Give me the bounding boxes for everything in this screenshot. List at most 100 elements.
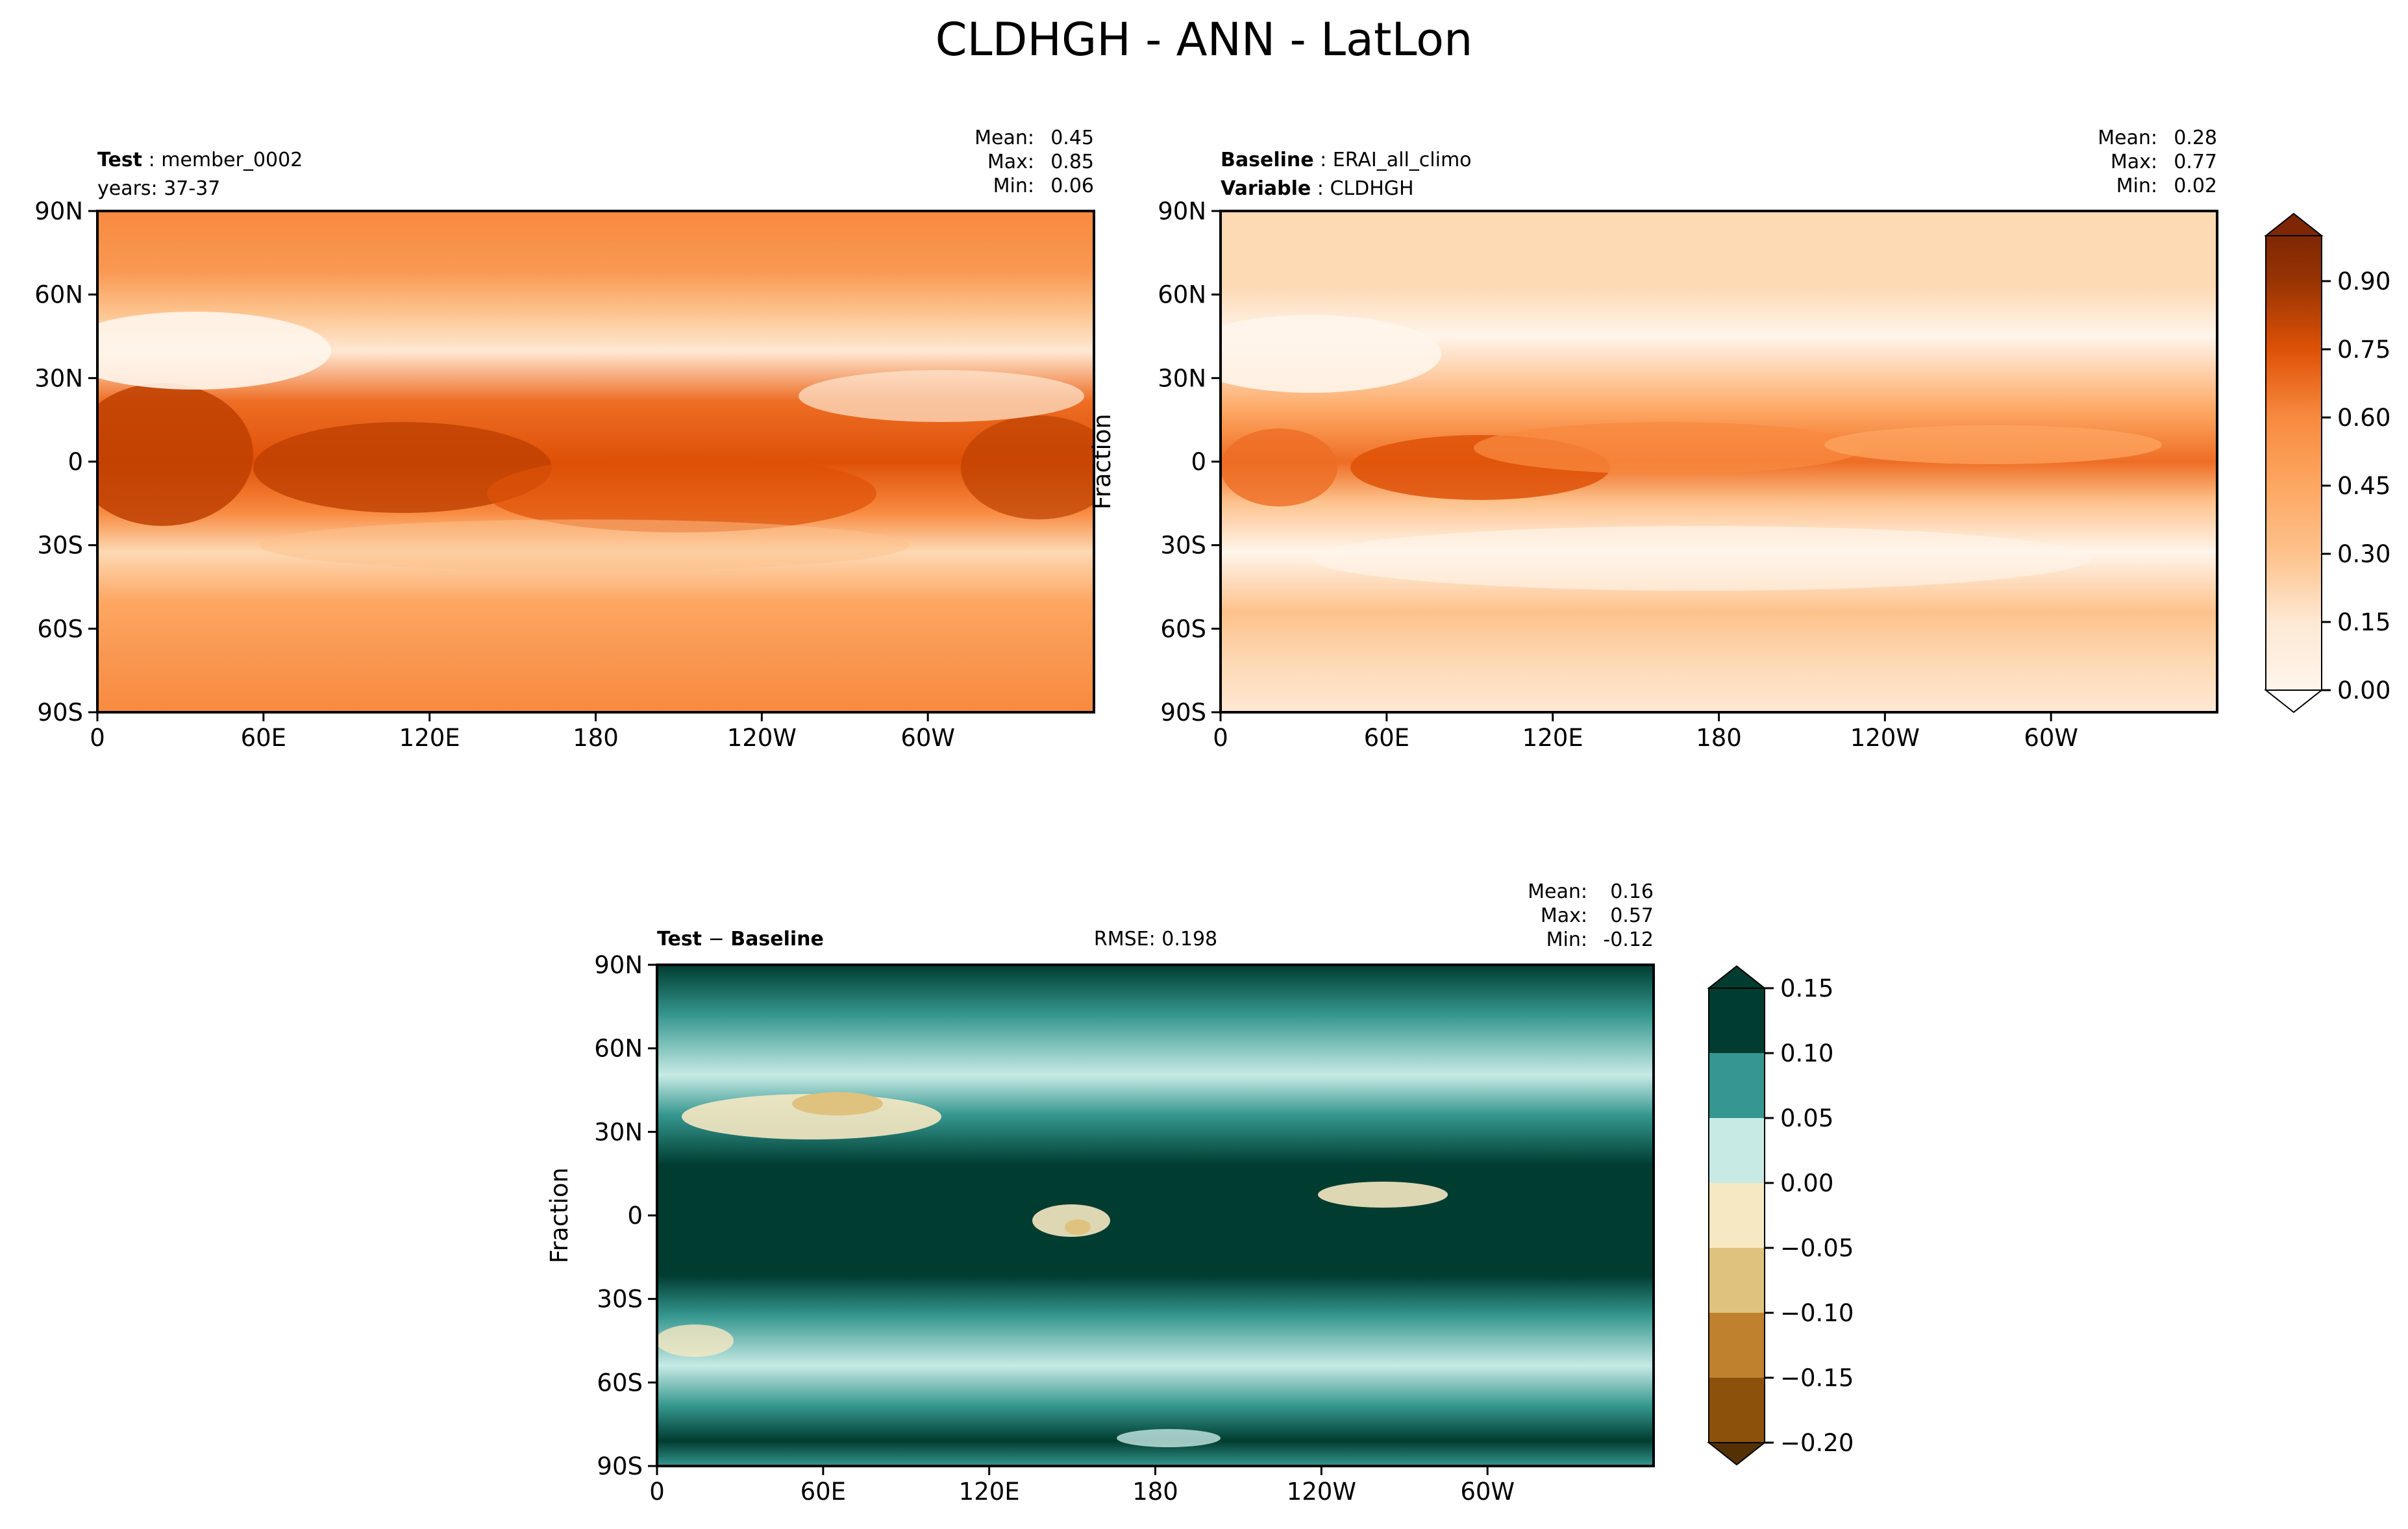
diff-y-tick-label: 60N [594,1035,643,1063]
test-y-tick-label: 90S [37,699,83,727]
diff-colorbar-segment [1709,1248,1765,1313]
test-years: years: 37-37 [97,177,220,200]
test-x-tick-label: 120E [399,724,460,752]
test-y-tick-label: 30N [34,364,83,392]
diff-colorbar: 0.15 0.10 0.05 0.00 −0.05 −0.10 −0.15 −0.20 [1707,965,1854,1466]
diff-colorbar-tick-label: −0.20 [1780,1429,1854,1457]
diff-colorbar-segment [1709,1378,1765,1443]
diff-colorbar-tick-label: −0.05 [1780,1234,1854,1262]
diff-colorbar-tick-label: 0.15 [1780,975,1833,1002]
svg-text:-0.12: -0.12 [1603,928,1654,951]
field-colorbar: 0.00 0.15 0.30 0.45 0.60 0.75 0.90 [2264,212,2390,714]
baseline-x-tick-label: 60W [2024,724,2078,752]
diff-colorbar-tick-label: 0.05 [1780,1104,1833,1132]
baseline-map-field [1221,211,2217,712]
diff-rmse: RMSE: 0.198 [1094,928,1217,951]
test-label: Test : member_0002 [97,149,303,171]
diff-colorbar-tick-label: −0.10 [1780,1299,1854,1327]
diff-x-tick-label: 60W [1460,1478,1515,1506]
field-colorbar-tick-label: 0.00 [2337,677,2390,704]
diff-y-tick-label: 90N [594,951,643,979]
svg-text:0.45: 0.45 [1050,127,1094,149]
field-colorbar-tick-label: 0.15 [2337,608,2390,636]
field-colorbar-tick-label: 0.45 [2337,472,2390,500]
svg-text:Max:: Max: [1541,904,1587,927]
diff-x-tick-label: 120E [959,1478,1020,1506]
field-colorbar-tick-label: 0.90 [2337,267,2390,295]
diff-y-tick-label: 30S [597,1286,643,1313]
figure-title: CLDHGH - ANN - LatLon [935,13,1473,66]
diff-colorbar-segment [1709,1118,1765,1183]
diff-y-tick-label: 60S [597,1369,643,1397]
panel-test: Test : member_0002 years: 37-37 Mean: 0.… [96,127,1095,714]
svg-text:0.16: 0.16 [1610,880,1654,903]
test-x-tick-label: 60E [241,724,286,752]
diff-y-tick-label: 0 [627,1202,643,1230]
test-y-tick-label: 60N [34,281,83,309]
svg-text:Min:: Min: [2116,175,2157,197]
svg-text:Max:: Max: [2111,151,2157,173]
baseline-x-tick-label: 60E [1364,724,1409,752]
baseline-label: Baseline : ERAI_all_climo [1221,149,1472,171]
svg-text:0.77: 0.77 [2174,151,2217,173]
diff-colorbar-tick-label: 0.00 [1780,1169,1833,1197]
baseline-x-tick-label: 120W [1850,724,1920,752]
test-y-tick-label: 90N [34,197,83,225]
test-y-tick-label: 0 [68,448,83,476]
diff-x-tick-label: 60E [801,1478,846,1506]
diff-ylabel: Fraction [545,1167,573,1263]
diff-map-field [657,965,1654,1466]
diff-colorbar-segment [1709,1183,1765,1248]
baseline-ylabel: Fraction [1088,414,1116,510]
panel-baseline: Baseline : ERAI_all_climo Variable : CLD… [1088,127,2390,714]
test-x-tick-label: 120W [727,724,797,752]
test-x-tick-label: 180 [573,724,619,752]
baseline-y-tick-label: 90S [1160,699,1206,727]
svg-text:0.06: 0.06 [1050,175,1094,197]
diff-x-tick-label: 0 [649,1478,665,1506]
test-x-tick-label: 0 [90,724,105,752]
diff-colorbar-tick-label: 0.10 [1780,1039,1833,1067]
baseline-y-tick-label: 30N [1158,364,1206,392]
diff-colorbar-tick-label: −0.15 [1780,1364,1854,1392]
diff-colorbar-segment [1709,988,1765,1053]
svg-text:Mean:: Mean: [974,127,1034,149]
svg-text:0.02: 0.02 [2174,175,2217,197]
svg-text:0.85: 0.85 [1050,151,1094,173]
svg-text:Mean:: Mean: [1528,880,1587,903]
field-colorbar-tick-label: 0.75 [2337,336,2390,364]
baseline-y-tick-label: 60S [1160,615,1206,643]
baseline-x-tick-label: 0 [1213,724,1228,752]
panel-diff: Test − Baseline RMSE: 0.198 Mean: 0.16 M… [545,880,1854,1467]
baseline-y-tick-label: 30S [1160,532,1206,560]
test-y-tick-label: 60S [37,615,83,643]
test-y-tick-label: 30S [37,532,83,560]
svg-text:Min:: Min: [1546,928,1587,951]
svg-text:0.28: 0.28 [2174,127,2217,149]
diff-colorbar-segment [1709,1053,1765,1118]
diff-stats: Mean: 0.16 Max: 0.57 Min: -0.12 [1528,880,1654,951]
test-stats: Mean: 0.45 Max: 0.85 Min: 0.06 [974,127,1094,197]
baseline-x-tick-label: 180 [1696,724,1742,752]
svg-text:Mean:: Mean: [2098,127,2157,149]
svg-text:Max:: Max: [987,151,1034,173]
baseline-variable: Variable : CLDHGH [1221,177,1414,200]
diff-y-tick-label: 30N [594,1118,643,1146]
diff-label: Test − Baseline [657,928,824,951]
baseline-y-tick-label: 90N [1158,197,1206,225]
svg-text:Min:: Min: [993,175,1034,197]
baseline-y-tick-label: 0 [1191,448,1206,476]
svg-text:0.57: 0.57 [1610,904,1654,927]
diff-colorbar-segment [1709,1313,1765,1378]
diff-y-tick-label: 90S [597,1452,643,1480]
baseline-stats: Mean: 0.28 Max: 0.77 Min: 0.02 [2098,127,2217,197]
diff-x-tick-label: 120W [1287,1478,1356,1506]
test-map-field [97,211,1094,712]
baseline-x-tick-label: 120E [1522,724,1583,752]
test-x-tick-label: 60W [900,724,955,752]
field-colorbar-tick-label: 0.60 [2337,404,2390,432]
diff-x-tick-label: 180 [1132,1478,1178,1506]
baseline-y-tick-label: 60N [1158,281,1206,309]
field-colorbar-tick-label: 0.30 [2337,540,2390,568]
